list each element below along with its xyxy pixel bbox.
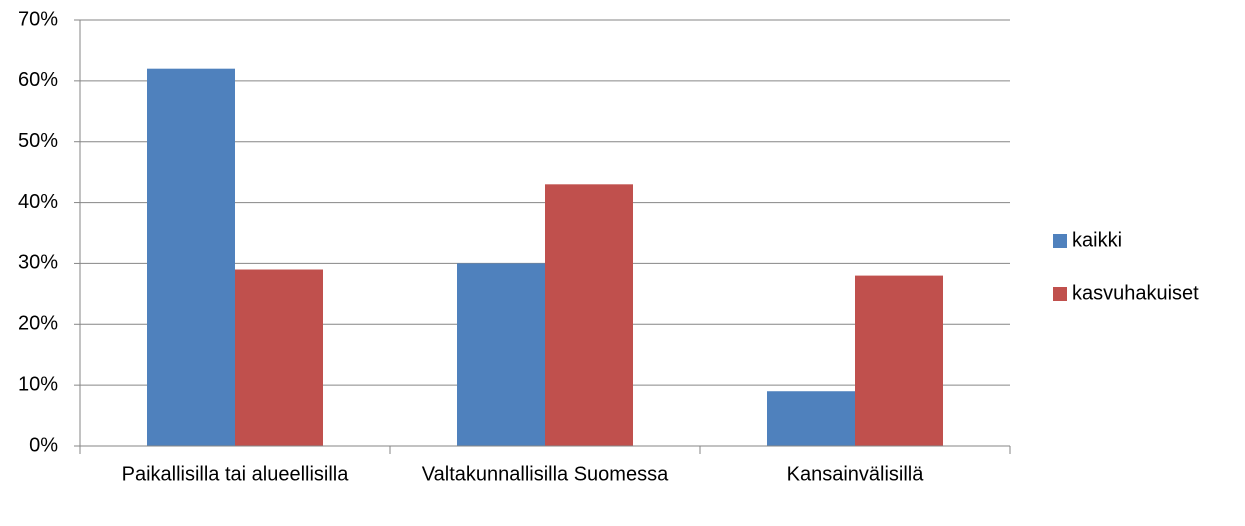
y-tick-label: 70% (18, 8, 58, 30)
legend-label: kasvuhakuiset (1072, 282, 1199, 304)
bar (147, 68, 235, 446)
bar (855, 275, 943, 446)
x-tick-label: Valtakunnallisilla Suomessa (422, 463, 669, 485)
y-tick-label: 10% (18, 373, 58, 395)
y-tick-label: 20% (18, 313, 58, 335)
legend-label: kaikki (1072, 229, 1122, 251)
y-tick-label: 40% (18, 191, 58, 213)
y-tick-label: 30% (18, 252, 58, 274)
x-tick-label: Paikallisilla tai alueellisilla (122, 463, 350, 485)
y-tick-label: 0% (29, 434, 58, 456)
bar (457, 263, 545, 446)
x-tick-label: Kansainvälisillä (787, 463, 925, 485)
legend-swatch (1053, 234, 1067, 248)
legend-swatch (1053, 287, 1067, 301)
y-tick-label: 60% (18, 69, 58, 91)
bar (545, 184, 633, 447)
bar (235, 269, 323, 446)
bar (767, 391, 855, 446)
y-tick-label: 50% (18, 130, 58, 152)
